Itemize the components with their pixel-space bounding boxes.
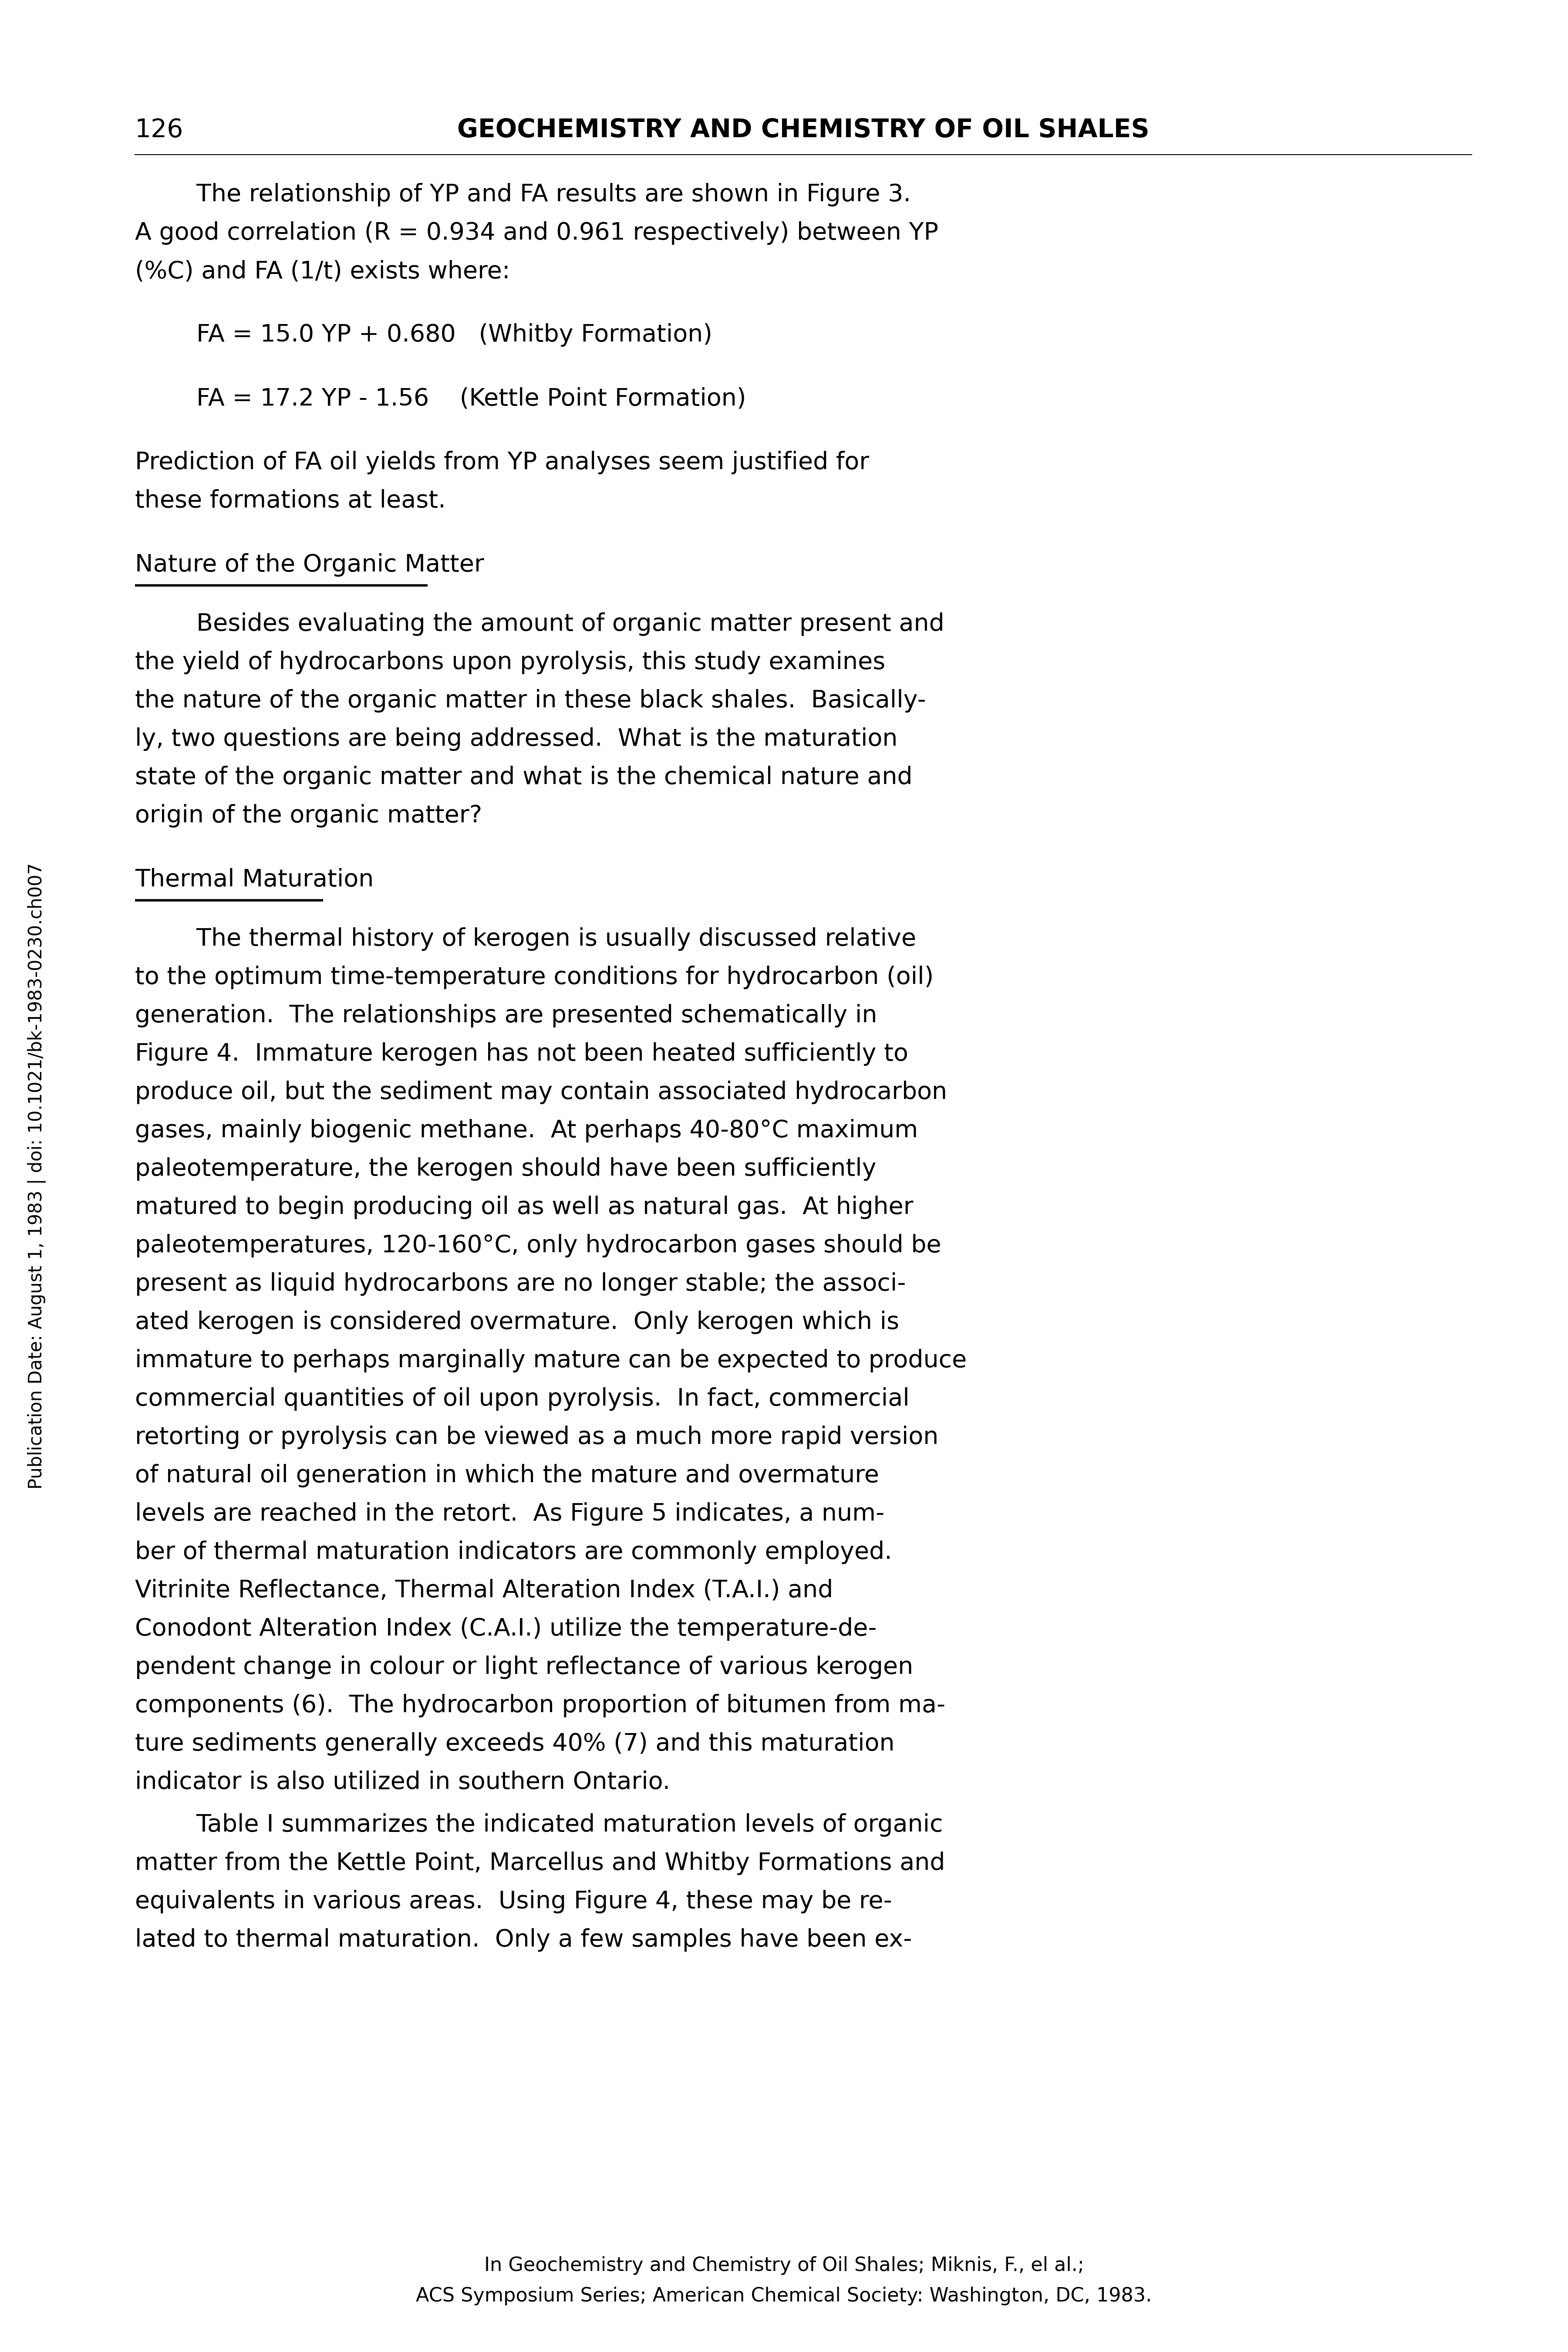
Text: FA = 17.2 YP - 1.56    (Kettle Point Formation): FA = 17.2 YP - 1.56 (Kettle Point Format… xyxy=(135,388,746,412)
Text: The relationship of YP and FA results are shown in Figure 3.: The relationship of YP and FA results ar… xyxy=(135,183,911,207)
Text: (%C) and FA (1/t) exists where:: (%C) and FA (1/t) exists where: xyxy=(135,259,510,282)
Text: The thermal history of kerogen is usually discussed relative: The thermal history of kerogen is usuall… xyxy=(135,927,916,950)
Text: immature to perhaps marginally mature can be expected to produce: immature to perhaps marginally mature ca… xyxy=(135,1348,967,1371)
Text: matter from the Kettle Point, Marcellus and Whitby Formations and: matter from the Kettle Point, Marcellus … xyxy=(135,1851,946,1875)
Text: origin of the organic matter?: origin of the organic matter? xyxy=(135,804,481,828)
Text: levels are reached in the retort.  As Figure 5 indicates, a num-: levels are reached in the retort. As Fig… xyxy=(135,1503,884,1526)
Text: state of the organic matter and what is the chemical nature and: state of the organic matter and what is … xyxy=(135,767,913,790)
Text: paleotemperatures, 120-160°C, only hydrocarbon gases should be: paleotemperatures, 120-160°C, only hydro… xyxy=(135,1235,941,1258)
Text: Thermal Maturation: Thermal Maturation xyxy=(135,868,373,891)
Text: Prediction of FA oil yields from YP analyses seem justified for: Prediction of FA oil yields from YP anal… xyxy=(135,452,869,475)
Text: pendent change in colour or light reflectance of various kerogen: pendent change in colour or light reflec… xyxy=(135,1656,913,1679)
Text: In Geochemistry and Chemistry of Oil Shales; Miknis, F., el al.;: In Geochemistry and Chemistry of Oil Sha… xyxy=(485,2256,1083,2274)
Text: 126: 126 xyxy=(135,118,183,143)
Text: produce oil, but the sediment may contain associated hydrocarbon: produce oil, but the sediment may contai… xyxy=(135,1080,947,1103)
Text: ber of thermal maturation indicators are commonly employed.: ber of thermal maturation indicators are… xyxy=(135,1541,892,1564)
Text: retorting or pyrolysis can be viewed as a much more rapid version: retorting or pyrolysis can be viewed as … xyxy=(135,1425,939,1449)
Text: generation.  The relationships are presented schematically in: generation. The relationships are presen… xyxy=(135,1004,877,1028)
Text: these formations at least.: these formations at least. xyxy=(135,489,445,513)
Text: the nature of the organic matter in these black shales.  Basically-: the nature of the organic matter in thes… xyxy=(135,689,927,713)
Text: present as liquid hydrocarbons are no longer stable; the associ-: present as liquid hydrocarbons are no lo… xyxy=(135,1272,906,1296)
Text: Vitrinite Reflectance, Thermal Alteration Index (T.A.I.) and: Vitrinite Reflectance, Thermal Alteratio… xyxy=(135,1578,833,1602)
Text: Table I summarizes the indicated maturation levels of organic: Table I summarizes the indicated maturat… xyxy=(135,1813,942,1837)
Text: Conodont Alteration Index (C.A.I.) utilize the temperature-de-: Conodont Alteration Index (C.A.I.) utili… xyxy=(135,1618,877,1642)
Text: Nature of the Organic Matter: Nature of the Organic Matter xyxy=(135,553,485,576)
Text: commercial quantities of oil upon pyrolysis.  In fact, commercial: commercial quantities of oil upon pyroly… xyxy=(135,1388,909,1411)
Text: ly, two questions are being addressed.  What is the maturation: ly, two questions are being addressed. W… xyxy=(135,727,897,750)
Text: GEOCHEMISTRY AND CHEMISTRY OF OIL SHALES: GEOCHEMISTRY AND CHEMISTRY OF OIL SHALES xyxy=(458,118,1149,143)
Text: components (6).  The hydrocarbon proportion of bitumen from ma-: components (6). The hydrocarbon proporti… xyxy=(135,1693,946,1717)
Text: FA = 15.0 YP + 0.680   (Whitby Formation): FA = 15.0 YP + 0.680 (Whitby Formation) xyxy=(135,322,712,346)
Text: indicator is also utilized in southern Ontario.: indicator is also utilized in southern O… xyxy=(135,1771,670,1795)
Text: paleotemperature, the kerogen should have been sufficiently: paleotemperature, the kerogen should hav… xyxy=(135,1157,877,1181)
Text: A good correlation (R = 0.934 and 0.961 respectively) between YP: A good correlation (R = 0.934 and 0.961 … xyxy=(135,221,938,245)
Text: the yield of hydrocarbons upon pyrolysis, this study examines: the yield of hydrocarbons upon pyrolysis… xyxy=(135,652,886,675)
Text: to the optimum time-temperature conditions for hydrocarbon (oil): to the optimum time-temperature conditio… xyxy=(135,967,933,990)
Text: matured to begin producing oil as well as natural gas.  At higher: matured to begin producing oil as well a… xyxy=(135,1195,914,1218)
Text: ture sediments generally exceeds 40% (7) and this maturation: ture sediments generally exceeds 40% (7)… xyxy=(135,1731,895,1755)
Text: gases, mainly biogenic methane.  At perhaps 40-80°C maximum: gases, mainly biogenic methane. At perha… xyxy=(135,1120,917,1143)
Text: Besides evaluating the amount of organic matter present and: Besides evaluating the amount of organic… xyxy=(135,612,944,635)
Text: equivalents in various areas.  Using Figure 4, these may be re-: equivalents in various areas. Using Figu… xyxy=(135,1889,892,1912)
Text: ated kerogen is considered overmature.  Only kerogen which is: ated kerogen is considered overmature. O… xyxy=(135,1310,898,1334)
Text: lated to thermal maturation.  Only a few samples have been ex-: lated to thermal maturation. Only a few … xyxy=(135,1929,913,1952)
Text: of natural oil generation in which the mature and overmature: of natural oil generation in which the m… xyxy=(135,1463,880,1486)
Text: ACS Symposium Series; American Chemical Society: Washington, DC, 1983.: ACS Symposium Series; American Chemical … xyxy=(416,2286,1152,2305)
Text: Publication Date: August 1, 1983 | doi: 10.1021/bk-1983-0230.ch007: Publication Date: August 1, 1983 | doi: … xyxy=(28,863,47,1489)
Text: Figure 4.  Immature kerogen has not been heated sufficiently to: Figure 4. Immature kerogen has not been … xyxy=(135,1042,908,1065)
